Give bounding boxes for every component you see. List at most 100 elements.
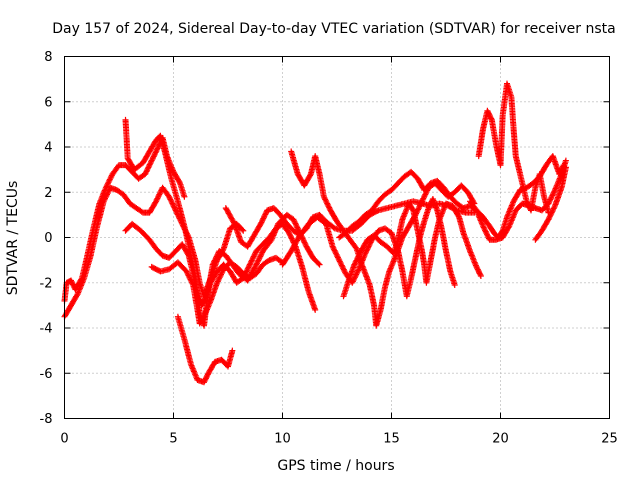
data-point bbox=[209, 261, 216, 268]
data-point bbox=[169, 200, 176, 207]
data-point bbox=[253, 261, 260, 268]
y-tick-label: -8 bbox=[40, 412, 53, 427]
plot-points bbox=[61, 80, 569, 386]
data-point bbox=[505, 224, 512, 231]
data-point bbox=[312, 306, 319, 313]
y-tick-label: -6 bbox=[40, 367, 53, 382]
data-point bbox=[152, 149, 159, 156]
data-point bbox=[248, 258, 255, 265]
data-point bbox=[181, 193, 188, 200]
data-point bbox=[229, 347, 236, 354]
data-point bbox=[329, 243, 336, 250]
data-point bbox=[562, 157, 569, 164]
data-point bbox=[455, 212, 462, 219]
data-point bbox=[417, 201, 424, 207]
y-axis-label: SDTVAR / TECUs bbox=[5, 181, 21, 296]
data-point bbox=[315, 260, 322, 267]
data-point bbox=[259, 218, 265, 225]
data-point bbox=[451, 282, 458, 289]
data-point bbox=[322, 196, 329, 203]
data-point bbox=[289, 236, 296, 243]
data-point bbox=[104, 182, 111, 188]
data-point bbox=[483, 230, 490, 236]
data-point bbox=[286, 230, 292, 236]
y-tick-label: 6 bbox=[44, 95, 52, 110]
data-point bbox=[156, 191, 163, 198]
data-point bbox=[325, 203, 332, 210]
data-point bbox=[548, 209, 555, 216]
data-point bbox=[239, 226, 246, 233]
data-point bbox=[320, 193, 327, 200]
series-arc11 bbox=[336, 153, 567, 241]
data-point bbox=[330, 224, 337, 231]
data-point bbox=[340, 265, 347, 272]
series-arc10 bbox=[340, 200, 484, 300]
data-point bbox=[307, 172, 314, 179]
data-point bbox=[351, 261, 358, 268]
data-point bbox=[257, 220, 264, 227]
data-point bbox=[416, 203, 423, 210]
x-tick-label: 10 bbox=[274, 432, 291, 447]
data-point bbox=[562, 164, 569, 171]
data-point bbox=[335, 255, 342, 262]
data-point bbox=[102, 194, 109, 201]
data-point bbox=[170, 203, 177, 210]
data-point bbox=[482, 227, 488, 234]
x-tick-label: 5 bbox=[169, 432, 177, 447]
data-point bbox=[153, 146, 160, 153]
data-point bbox=[546, 215, 553, 221]
data-point bbox=[216, 274, 223, 281]
data-point bbox=[300, 236, 307, 243]
chart-title: Day 157 of 2024, Sidereal Day-to-day VTE… bbox=[52, 21, 615, 37]
x-tick-label: 20 bbox=[492, 432, 509, 447]
y-tick-label: 0 bbox=[44, 231, 52, 246]
series-arc14 bbox=[532, 164, 569, 243]
series-arc5 bbox=[148, 254, 286, 327]
data-point bbox=[415, 206, 422, 213]
data-point bbox=[355, 267, 362, 274]
data-point bbox=[341, 268, 348, 274]
data-point bbox=[484, 232, 491, 239]
series-arc6 bbox=[174, 313, 236, 386]
data-point bbox=[249, 256, 256, 263]
data-point bbox=[551, 188, 558, 195]
data-point bbox=[316, 261, 323, 268]
data-point bbox=[544, 217, 551, 224]
data-point bbox=[230, 219, 237, 226]
data-point bbox=[353, 270, 360, 277]
data-point bbox=[215, 277, 222, 283]
data-point bbox=[107, 175, 114, 182]
series-arc2 bbox=[61, 184, 247, 320]
data-point bbox=[257, 252, 264, 259]
x-tick-labels: 0 5 10 15 20 25 bbox=[60, 432, 617, 447]
data-point bbox=[477, 272, 484, 279]
data-point bbox=[146, 161, 153, 168]
data-point bbox=[166, 193, 173, 200]
data-point bbox=[104, 191, 110, 198]
y-tick-label: 4 bbox=[44, 141, 52, 156]
plot-frame bbox=[64, 56, 610, 419]
data-point bbox=[338, 262, 345, 269]
data-point bbox=[244, 265, 251, 272]
data-point bbox=[356, 252, 362, 259]
x-tick-label: 25 bbox=[601, 432, 618, 447]
data-point bbox=[301, 239, 308, 246]
data-point bbox=[176, 178, 183, 185]
x-tick-label: 15 bbox=[383, 432, 400, 447]
data-point bbox=[214, 252, 221, 259]
series-arc9 bbox=[279, 196, 458, 300]
data-point bbox=[334, 253, 341, 260]
data-point bbox=[185, 251, 191, 258]
data-point bbox=[547, 212, 554, 219]
data-point bbox=[153, 196, 160, 203]
y-tick-label: -2 bbox=[40, 276, 53, 291]
data-point bbox=[187, 276, 194, 283]
series-arc3 bbox=[122, 116, 323, 329]
data-point bbox=[73, 292, 80, 299]
data-point bbox=[246, 261, 253, 268]
data-point bbox=[336, 258, 343, 265]
series-arc13 bbox=[467, 157, 569, 243]
y-tick-label: 2 bbox=[44, 186, 52, 201]
data-point bbox=[362, 250, 369, 257]
